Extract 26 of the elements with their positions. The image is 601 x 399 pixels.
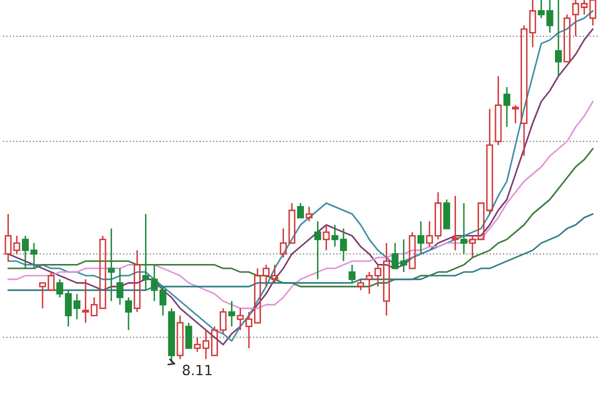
candlestick (228, 300, 236, 328)
candlestick (417, 220, 424, 255)
candlestick (314, 220, 322, 280)
candlestick (176, 314, 184, 360)
candlestick (280, 228, 287, 258)
candlestick (460, 202, 468, 255)
candlestick (546, 0, 554, 34)
candlestick (13, 235, 20, 255)
candlestick (134, 250, 141, 313)
candlestick (116, 268, 124, 306)
candlestick (503, 86, 510, 128)
candlestick (572, 0, 580, 37)
candlestick (108, 228, 115, 302)
text: 8.11 (182, 364, 212, 376)
candlestick (494, 75, 502, 146)
candlestick (452, 195, 459, 251)
candlestick (348, 264, 356, 284)
candlestick (322, 224, 330, 251)
candlestick (538, 0, 545, 19)
candlestick (366, 271, 373, 295)
candlestick (4, 213, 12, 262)
candlestick (306, 206, 313, 222)
candlestick (554, 0, 562, 77)
candlestick (271, 264, 278, 284)
candlestick (142, 213, 150, 291)
candlestick (580, 0, 588, 16)
